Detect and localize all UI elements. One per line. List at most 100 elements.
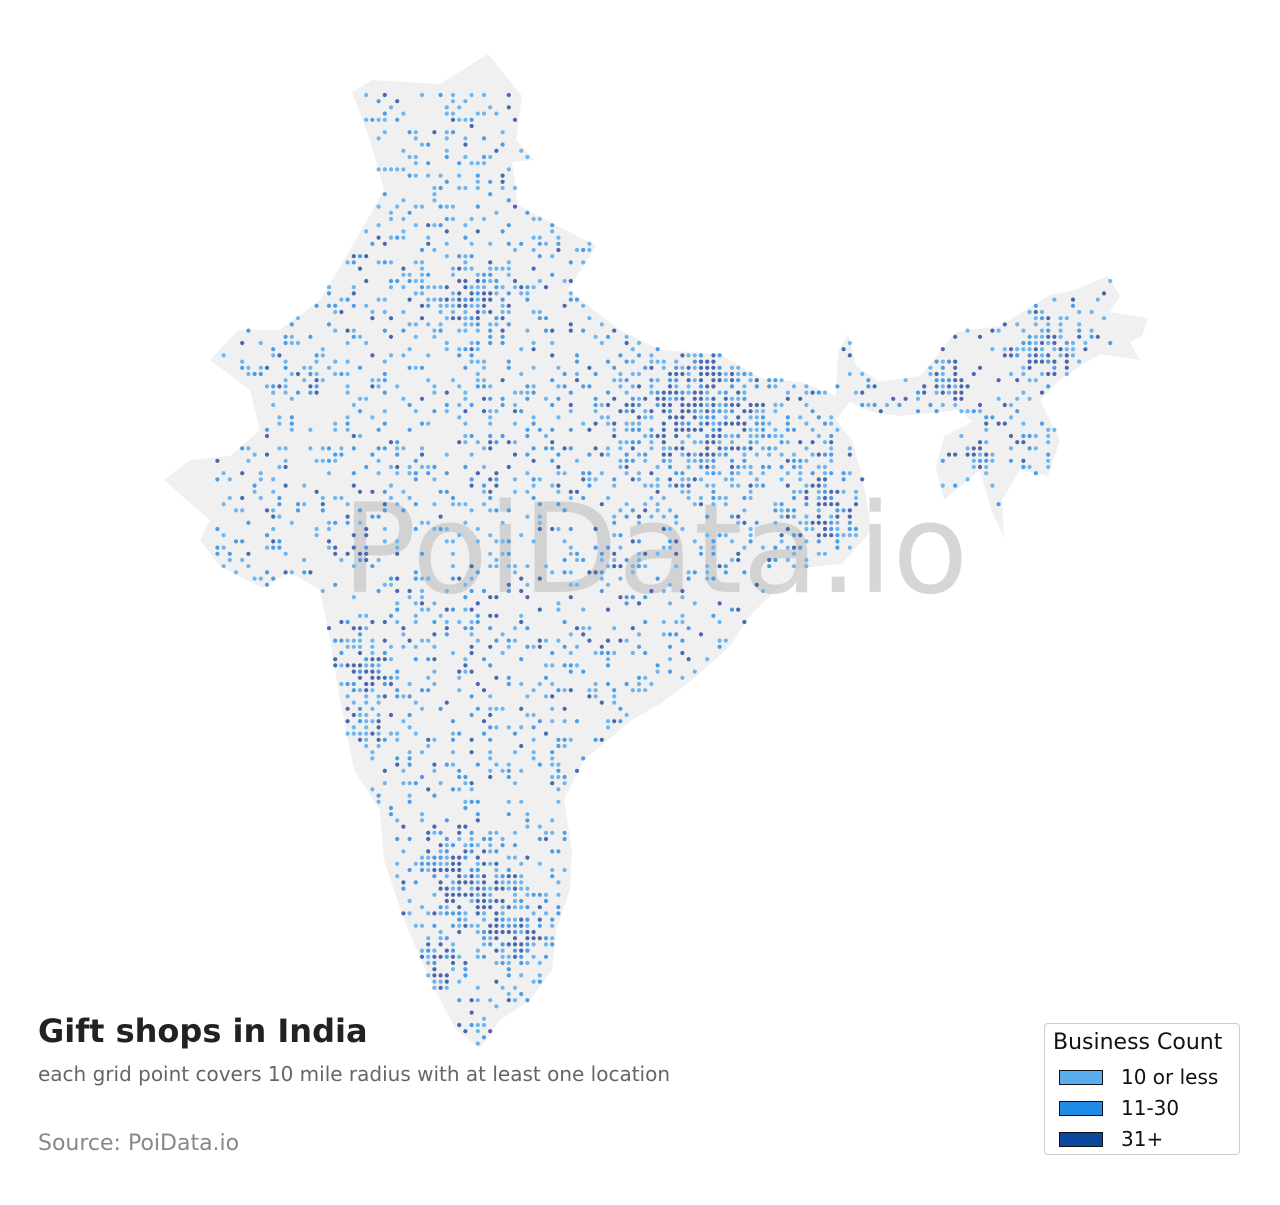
grid-point	[568, 526, 573, 532]
grid-point	[965, 477, 970, 482]
grid-point	[488, 415, 493, 420]
grid-point	[357, 688, 363, 693]
grid-point	[630, 688, 635, 693]
grid-point	[388, 210, 394, 215]
grid-point	[488, 849, 493, 854]
grid-point	[971, 452, 976, 457]
grid-point	[481, 588, 487, 594]
grid-point	[717, 390, 722, 395]
grid-point	[426, 576, 431, 581]
grid-point	[835, 514, 840, 519]
grid-point	[376, 446, 381, 451]
grid-point	[556, 601, 561, 606]
grid-point	[457, 861, 462, 866]
grid-point	[376, 557, 381, 563]
grid-point	[488, 836, 493, 842]
grid-point	[395, 502, 400, 507]
grid-point	[357, 712, 363, 718]
grid-point	[512, 402, 518, 408]
grid-point	[574, 768, 580, 773]
grid-point	[364, 533, 369, 538]
grid-point	[401, 694, 406, 699]
grid-point	[475, 818, 480, 823]
grid-point	[612, 427, 617, 432]
grid-point	[686, 427, 691, 432]
grid-point	[457, 105, 462, 110]
grid-point	[953, 378, 958, 383]
grid-point	[227, 477, 232, 482]
grid-point	[488, 396, 493, 401]
grid-point	[841, 533, 846, 538]
grid-point	[705, 452, 710, 457]
grid-point	[382, 675, 387, 680]
grid-point	[562, 781, 567, 786]
grid-point	[469, 669, 474, 674]
grid-point	[494, 936, 499, 941]
grid-point	[550, 750, 555, 755]
grid-point	[382, 638, 387, 643]
grid-point	[556, 905, 561, 910]
grid-point	[692, 669, 697, 674]
grid-point	[314, 353, 319, 358]
grid-point	[711, 440, 716, 445]
grid-point	[401, 328, 406, 333]
grid-point	[407, 681, 412, 687]
grid-point	[401, 508, 406, 513]
grid-point	[971, 371, 976, 377]
grid-point	[835, 427, 840, 432]
grid-point	[519, 285, 524, 290]
grid-point	[320, 508, 325, 513]
grid-point	[506, 638, 511, 643]
grid-point	[407, 495, 412, 501]
grid-point	[444, 607, 449, 612]
grid-point	[457, 576, 462, 581]
grid-point	[289, 371, 294, 377]
grid-point	[686, 402, 691, 408]
grid-point	[531, 942, 536, 947]
grid-point	[463, 464, 468, 470]
grid-point	[537, 861, 542, 866]
grid-point	[426, 911, 431, 916]
grid-point	[723, 390, 728, 395]
grid-point	[537, 216, 542, 222]
grid-point	[475, 161, 480, 166]
grid-point	[568, 409, 573, 414]
grid-point	[705, 371, 710, 377]
grid-point	[475, 855, 480, 860]
grid-point	[475, 539, 480, 544]
grid-point	[822, 495, 828, 501]
grid-point	[717, 495, 722, 501]
grid-point	[364, 254, 369, 259]
grid-point	[494, 285, 499, 290]
grid-point	[531, 483, 536, 488]
grid-point	[351, 688, 356, 693]
grid-point	[655, 402, 660, 408]
grid-point	[469, 564, 474, 569]
grid-point	[692, 415, 697, 420]
grid-point	[599, 322, 604, 327]
grid-point	[512, 477, 518, 482]
grid-point	[562, 619, 567, 625]
grid-point	[475, 892, 480, 897]
grid-point	[252, 483, 257, 488]
grid-point	[624, 471, 629, 476]
grid-point	[444, 347, 449, 352]
grid-point	[345, 644, 350, 649]
grid-point	[959, 433, 964, 439]
grid-point	[537, 309, 542, 315]
grid-point	[698, 365, 704, 370]
grid-point	[636, 340, 642, 346]
grid-point	[432, 948, 437, 953]
grid-point	[302, 557, 307, 563]
grid-point	[488, 105, 493, 110]
grid-point	[457, 117, 462, 122]
grid-point	[494, 564, 499, 569]
grid-point	[432, 477, 437, 482]
grid-point	[481, 216, 487, 222]
grid-point	[500, 229, 505, 234]
grid-point	[469, 619, 474, 625]
grid-point	[450, 309, 456, 315]
grid-point	[512, 750, 518, 755]
grid-point	[680, 526, 685, 532]
grid-point	[705, 384, 710, 389]
